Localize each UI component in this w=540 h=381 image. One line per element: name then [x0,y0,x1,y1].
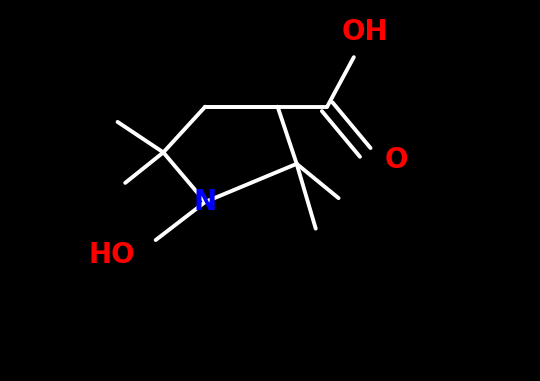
Text: N: N [194,188,217,216]
Text: OH: OH [342,18,389,46]
Text: O: O [384,146,408,174]
Text: HO: HO [88,241,135,269]
